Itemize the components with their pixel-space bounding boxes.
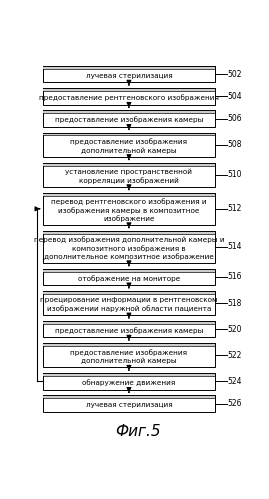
Text: перевод рентгеновского изображения и
изображения камеры в композитное
изображени: перевод рентгеновского изображения и изо… bbox=[51, 198, 207, 222]
Bar bbox=[43, 88, 215, 91]
Bar bbox=[43, 66, 215, 82]
Bar bbox=[43, 396, 215, 398]
Bar bbox=[43, 321, 215, 337]
Bar bbox=[43, 231, 215, 234]
Text: предоставление изображения
дополнительной камеры: предоставление изображения дополнительно… bbox=[70, 139, 187, 154]
Text: предоставление изображения камеры: предоставление изображения камеры bbox=[55, 327, 203, 334]
Bar bbox=[43, 343, 215, 367]
Bar bbox=[43, 231, 215, 263]
Text: 520: 520 bbox=[227, 325, 242, 334]
Bar bbox=[43, 193, 215, 196]
Text: 504: 504 bbox=[227, 92, 242, 101]
Bar bbox=[43, 373, 215, 376]
Text: 508: 508 bbox=[227, 140, 242, 149]
Text: 518: 518 bbox=[227, 298, 242, 307]
Text: лучевая стерилизация: лучевая стерилизация bbox=[86, 73, 172, 79]
Text: обнаружение движения: обнаружение движения bbox=[82, 380, 176, 386]
Bar bbox=[43, 88, 215, 104]
Text: перевод изображения дополнительной камеры и
композитного изображения в
дополните: перевод изображения дополнительной камер… bbox=[34, 237, 224, 260]
Bar bbox=[43, 110, 215, 127]
Bar bbox=[43, 291, 215, 315]
Bar bbox=[43, 396, 215, 412]
Text: предоставление изображения
дополнительной камеры: предоставление изображения дополнительно… bbox=[70, 349, 187, 364]
Text: 512: 512 bbox=[227, 204, 242, 213]
Text: 522: 522 bbox=[227, 351, 242, 360]
Text: лучевая стерилизация: лучевая стерилизация bbox=[86, 402, 172, 408]
Bar bbox=[43, 291, 215, 294]
Bar bbox=[43, 133, 215, 135]
Bar bbox=[43, 193, 215, 225]
Text: 516: 516 bbox=[227, 272, 242, 281]
Text: 526: 526 bbox=[227, 399, 242, 408]
Bar bbox=[43, 110, 215, 113]
Text: предоставление рентгеновского изображения: предоставление рентгеновского изображени… bbox=[39, 94, 219, 101]
Text: 506: 506 bbox=[227, 114, 242, 123]
Text: 510: 510 bbox=[227, 170, 242, 179]
Bar bbox=[43, 66, 215, 69]
Bar bbox=[43, 321, 215, 324]
Text: 524: 524 bbox=[227, 377, 242, 386]
Text: предоставление изображения камеры: предоставление изображения камеры bbox=[55, 117, 203, 123]
Bar bbox=[43, 343, 215, 346]
Bar bbox=[43, 163, 215, 187]
Bar bbox=[43, 269, 215, 285]
Text: 502: 502 bbox=[227, 70, 242, 79]
Text: 514: 514 bbox=[227, 243, 242, 251]
Bar bbox=[43, 373, 215, 390]
Bar bbox=[43, 133, 215, 157]
Bar bbox=[43, 163, 215, 166]
Text: проецирование информации в рентгеновском
изображении наружной области пациента: проецирование информации в рентгеновском… bbox=[40, 297, 218, 312]
Bar bbox=[43, 269, 215, 272]
Text: установление пространственной
корреляции изображений: установление пространственной корреляции… bbox=[65, 169, 192, 184]
Text: отображение на мониторе: отображение на мониторе bbox=[78, 275, 180, 282]
Text: Фиг.5: Фиг.5 bbox=[115, 424, 161, 439]
